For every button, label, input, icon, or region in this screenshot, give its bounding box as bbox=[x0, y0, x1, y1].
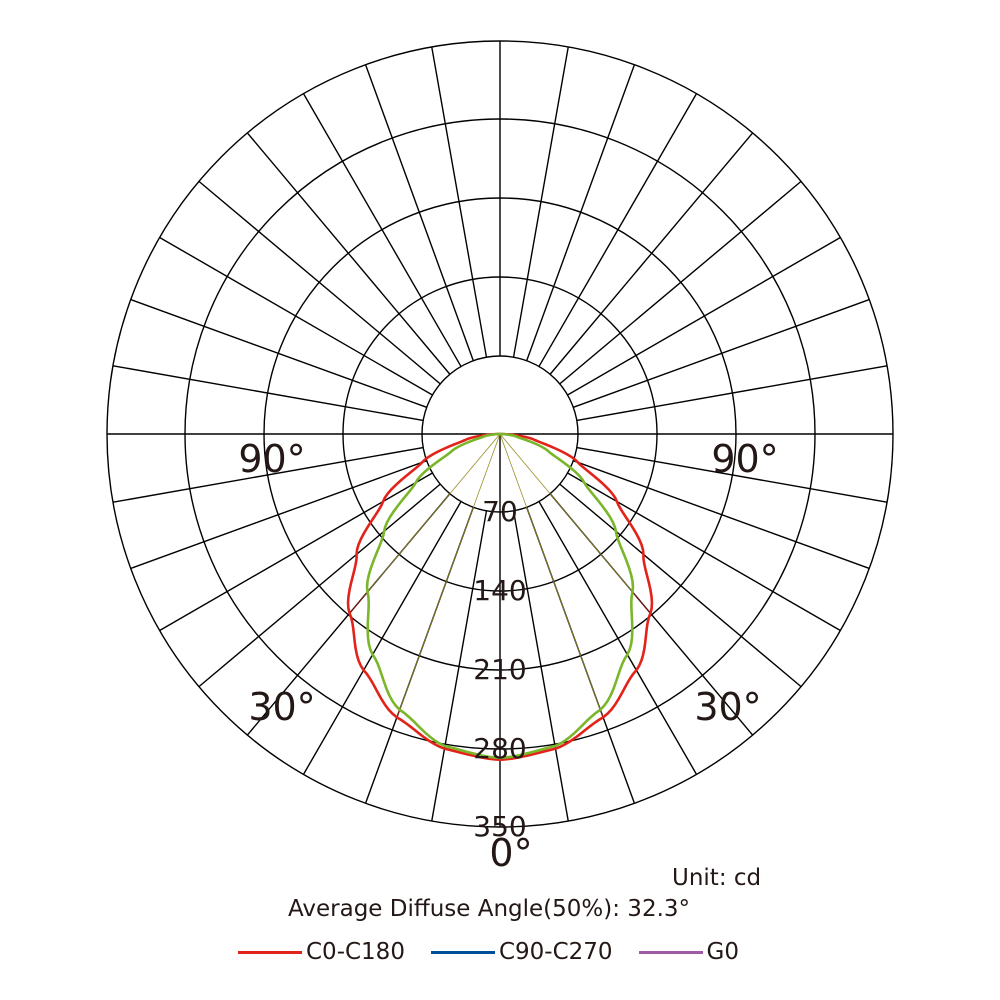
unit-label: Unit: cd bbox=[672, 865, 762, 891]
angle-label-right-90: 90° bbox=[711, 437, 778, 481]
grid-spoke-10 bbox=[512, 46, 569, 358]
grid-spoke-320 bbox=[246, 132, 451, 375]
grid-spoke-300 bbox=[159, 236, 433, 396]
grid-spoke-260 bbox=[112, 446, 424, 503]
legend-label-g0: G0 bbox=[706, 939, 740, 965]
legend-item-c90-c270: C90-C270 bbox=[430, 939, 613, 965]
legend-item-g0: G0 bbox=[638, 939, 740, 965]
radial-tick-140: 140 bbox=[473, 574, 526, 607]
series-0-c0-c180-curve bbox=[346, 432, 654, 762]
legend-swatch-g0 bbox=[638, 950, 703, 954]
grid-spoke-170 bbox=[512, 510, 569, 822]
angle-label-left-30: 30° bbox=[248, 685, 315, 729]
series-3-ray-l20 bbox=[399, 433, 501, 710]
legend-item-c0-c180: C0-C180 bbox=[238, 939, 405, 965]
angle-label-right-30: 30° bbox=[694, 685, 761, 729]
grid-spoke-290 bbox=[130, 298, 427, 408]
legend-swatch-c90-c270 bbox=[430, 950, 495, 954]
grid-spoke-50 bbox=[559, 180, 802, 385]
radial-tick-350: 350 bbox=[473, 810, 526, 843]
grid-spoke-340 bbox=[364, 64, 474, 361]
legend-label-c0-c180: C0-C180 bbox=[306, 939, 405, 965]
angle-label-left-90: 90° bbox=[238, 437, 305, 481]
grid-spoke-150 bbox=[538, 501, 698, 775]
grid-spoke-40 bbox=[549, 132, 754, 375]
angle-label-bottom-0: 0° bbox=[489, 831, 532, 875]
grid-spoke-110 bbox=[573, 460, 870, 570]
legend: C0-C180 C90-C270 G0 bbox=[238, 937, 765, 967]
grid-spoke-250 bbox=[130, 460, 427, 570]
grid-spoke-350 bbox=[431, 46, 488, 358]
series-layer bbox=[346, 432, 654, 762]
grid-spoke-130 bbox=[559, 483, 802, 688]
grid-spoke-280 bbox=[112, 365, 424, 422]
grid-spoke-60 bbox=[567, 236, 841, 396]
radial-tick-70: 70 bbox=[482, 495, 518, 528]
grid-spoke-330 bbox=[302, 93, 462, 367]
series-3-ray-r40 bbox=[499, 433, 633, 593]
diffuse-angle-label: Average Diffuse Angle(50%): 32.3° bbox=[288, 896, 691, 922]
legend-label-c90-c270: C90-C270 bbox=[498, 939, 613, 965]
radial-tick-labels: 70 140 210 280 350 bbox=[473, 495, 526, 843]
series-3-unnamed-curve bbox=[365, 432, 635, 760]
grid-spoke-210 bbox=[302, 501, 462, 775]
grid-spoke-80 bbox=[576, 365, 888, 422]
grid-spoke-70 bbox=[573, 298, 870, 408]
grid-spoke-30 bbox=[538, 93, 698, 367]
grid-spoke-120 bbox=[567, 472, 841, 632]
grid-spoke-190 bbox=[431, 510, 488, 822]
series-3-ray-l40 bbox=[367, 433, 501, 593]
grid-spoke-20 bbox=[526, 64, 636, 361]
legend-swatch-c0-c180 bbox=[238, 950, 302, 954]
grid-spoke-310 bbox=[198, 180, 441, 385]
radial-tick-280: 280 bbox=[473, 732, 526, 765]
grid-spoke-240 bbox=[159, 472, 433, 632]
grid-spoke-100 bbox=[576, 446, 888, 503]
radial-tick-210: 210 bbox=[473, 653, 526, 686]
series-3-ray-r20 bbox=[499, 433, 601, 710]
grid-spoke-230 bbox=[198, 483, 441, 688]
